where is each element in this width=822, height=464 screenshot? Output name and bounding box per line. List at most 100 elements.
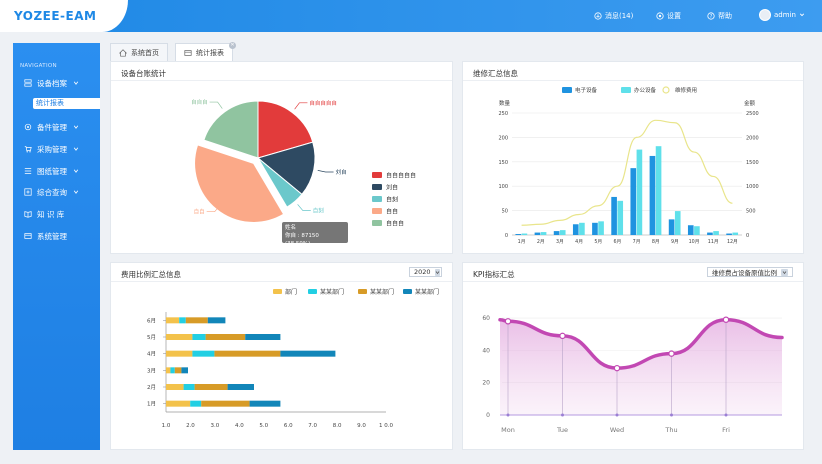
bar-3-5[interactable] [207, 317, 226, 324]
close-icon[interactable]: ✕ [229, 42, 236, 49]
settings-button[interactable]: 设置 [656, 11, 681, 21]
bar-1-7[interactable] [655, 146, 662, 235]
sidebar-item-6[interactable]: 知 识 库 [24, 208, 64, 220]
kpi-point-0[interactable] [504, 318, 512, 325]
bar-0-6[interactable] [630, 168, 637, 235]
bar-2-1[interactable] [194, 384, 228, 390]
legend-label-1: 刘自 [386, 184, 398, 192]
bar-0-5[interactable] [166, 317, 180, 324]
y-tick-label: 50 [502, 209, 508, 215]
settings-label: 设置 [667, 12, 681, 20]
bar-0-1[interactable] [166, 384, 184, 390]
pie-label-line-3 [206, 205, 220, 213]
bar-2-3[interactable] [214, 350, 281, 357]
bar-1-2[interactable] [559, 230, 566, 235]
bar-1-0[interactable] [521, 233, 528, 235]
pie-label-3: 自自 [194, 208, 205, 216]
year-select[interactable]: 2020 [409, 267, 442, 277]
bar-0-9[interactable] [687, 225, 694, 235]
bar-1-3[interactable] [192, 350, 215, 357]
bar-1-6[interactable] [636, 149, 643, 235]
user-menu[interactable]: admin [759, 9, 805, 21]
bar-2-2[interactable] [174, 367, 182, 374]
pie-label-line-2 [297, 204, 311, 211]
bar-1-1[interactable] [540, 232, 547, 235]
bar-0-7[interactable] [649, 155, 656, 235]
bar-2-5[interactable] [185, 317, 208, 324]
pie-slice-4[interactable] [203, 100, 259, 159]
bar-0-3[interactable] [166, 350, 193, 357]
kpi-point-3[interactable] [668, 350, 675, 357]
bar-1-1[interactable] [183, 384, 195, 390]
bar-1-4[interactable] [598, 221, 604, 235]
bar-0-0[interactable] [515, 234, 522, 235]
sidebar-item-3[interactable]: 采购管理 [24, 143, 79, 155]
kpi-point-2[interactable] [613, 364, 621, 372]
bar-0-11[interactable] [726, 233, 732, 235]
legend-swatch-0 [372, 172, 382, 178]
bar-0-4[interactable] [166, 334, 193, 340]
card-divider [111, 281, 452, 282]
bar-1-5[interactable] [617, 200, 624, 235]
help-button[interactable]: ? 帮助 [707, 11, 732, 21]
tab-home[interactable]: 系统首页 [110, 43, 168, 61]
tab-report[interactable]: 统计报表 ✕ [175, 42, 236, 61]
bar-1-0[interactable] [190, 400, 202, 407]
bar-0-2[interactable] [166, 367, 171, 374]
bar-0-2[interactable] [553, 231, 560, 235]
y-tick-label: 4月 [147, 351, 156, 358]
y2-tick-label: 2500 [746, 111, 759, 117]
pie-slice-1[interactable] [256, 141, 316, 196]
bar-1-5[interactable] [179, 317, 186, 324]
sidebar-item-label: 综合查询 [37, 187, 67, 197]
home-icon [119, 48, 127, 57]
book-icon [24, 211, 32, 218]
sidebar-item-4[interactable]: 图纸管理 [24, 165, 79, 177]
bar-1-2[interactable] [170, 367, 175, 374]
y-tick-label: 100 [498, 184, 508, 190]
bar-1-3[interactable] [579, 222, 585, 235]
bar-3-0[interactable] [249, 400, 281, 407]
bar-1-8[interactable] [674, 211, 681, 235]
legend-label-0: 部门 [285, 288, 297, 296]
x-tick-label: Wed [610, 426, 624, 434]
bar-0-8[interactable] [668, 219, 675, 235]
sidebar-item-2[interactable]: 备件管理 [24, 121, 79, 133]
bar-0-5[interactable] [611, 196, 617, 235]
bar-1-10[interactable] [713, 231, 719, 235]
kpi-point-1[interactable] [559, 332, 566, 340]
bar-3-1[interactable] [227, 384, 254, 390]
bar-0-10[interactable] [707, 232, 713, 235]
x-tick-label: 4.0 [235, 423, 244, 429]
bar-0-0[interactable] [166, 400, 191, 407]
y2-tick-label: 1000 [746, 184, 759, 190]
bar-1-9[interactable] [694, 226, 700, 235]
pie-label-line-4 [209, 101, 223, 109]
sidebar-item-label: 知 识 库 [37, 209, 65, 219]
bar-0-4[interactable] [592, 222, 598, 235]
chevron-down-icon [73, 190, 79, 194]
sidebar-item-5[interactable]: 综合查询 [24, 186, 79, 198]
pie-slice-0[interactable] [257, 100, 314, 159]
sidebar-item-7[interactable]: 系统管理 [24, 230, 67, 242]
bar-3-2[interactable] [181, 367, 188, 374]
bar-2-4[interactable] [205, 334, 246, 340]
bar-3-3[interactable] [280, 350, 336, 357]
nav-title: NAVIGATION [20, 63, 57, 69]
bar-2-0[interactable] [201, 400, 250, 407]
sidebar-item-0[interactable]: 设备档案 [24, 77, 79, 89]
kpi-metric-select[interactable]: 维修费占设备原值比例 [707, 267, 793, 277]
sidebar-item-report[interactable]: 统计报表 [33, 98, 100, 109]
kpi-point-4[interactable] [722, 316, 730, 323]
chevron-down-icon [434, 268, 440, 276]
bar-1-11[interactable] [732, 232, 739, 235]
x-tick-label: 12月 [727, 239, 738, 245]
bar-1-4[interactable] [192, 334, 206, 340]
bar-3-4[interactable] [245, 334, 281, 340]
equipment-card-title: 设备台账统计 [121, 69, 166, 78]
bar-0-1[interactable] [534, 232, 541, 235]
pie-slice-2[interactable] [257, 157, 303, 208]
legend-label-1: 某某部门 [320, 288, 344, 296]
bar-0-3[interactable] [572, 224, 579, 235]
messages-button[interactable]: 消息(14) [594, 11, 633, 21]
